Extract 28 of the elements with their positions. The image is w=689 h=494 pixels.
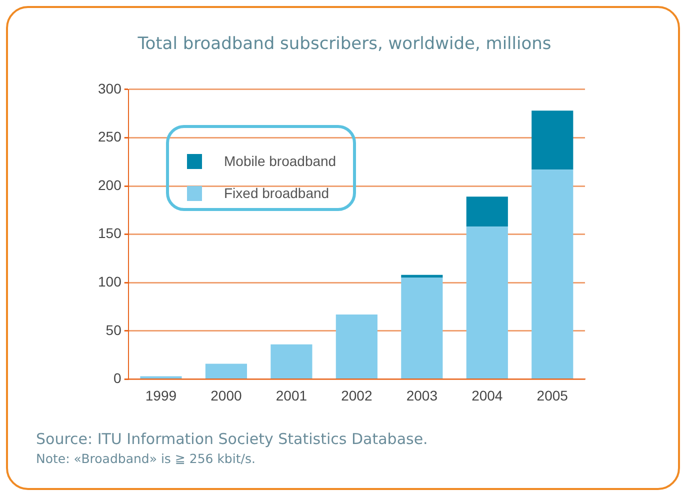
x-tick-label: 2000 — [210, 387, 242, 404]
x-tick-label: 2004 — [472, 387, 503, 404]
y-tick-label: 200 — [98, 176, 122, 193]
bar — [401, 274, 443, 278]
bar — [205, 364, 248, 378]
bar — [466, 226, 508, 378]
y-tick-label: 300 — [98, 80, 122, 96]
bar — [336, 314, 378, 378]
y-tick-label: 100 — [98, 273, 122, 290]
x-tick-label: 2002 — [341, 387, 372, 404]
text: Note: «Broadband» is ≧ 256 kbit/s. — [36, 451, 256, 466]
x-tick-label: 1999 — [145, 387, 177, 404]
bar — [532, 170, 574, 378]
bar — [466, 196, 508, 227]
source-note: Source: ITU Information Society Statistics Database. — [36, 430, 428, 448]
legend-label: Fixed broadband — [224, 185, 330, 201]
chart-title: Total broadband subscribers, worldwide, millions — [136, 34, 552, 54]
y-tick-label: 250 — [98, 128, 122, 145]
x-tick-label: 2003 — [406, 387, 438, 404]
x-tick-label: 2001 — [276, 387, 308, 404]
bar — [532, 110, 574, 170]
legend-label: Mobile broadband — [224, 153, 336, 169]
bar — [270, 344, 312, 378]
y-tick-label: 50 — [106, 322, 122, 338]
bar — [401, 278, 443, 378]
x-tick-label: 2005 — [536, 387, 568, 404]
y-tick-label: 0 — [114, 370, 122, 386]
y-tick-label: 150 — [98, 225, 122, 242]
